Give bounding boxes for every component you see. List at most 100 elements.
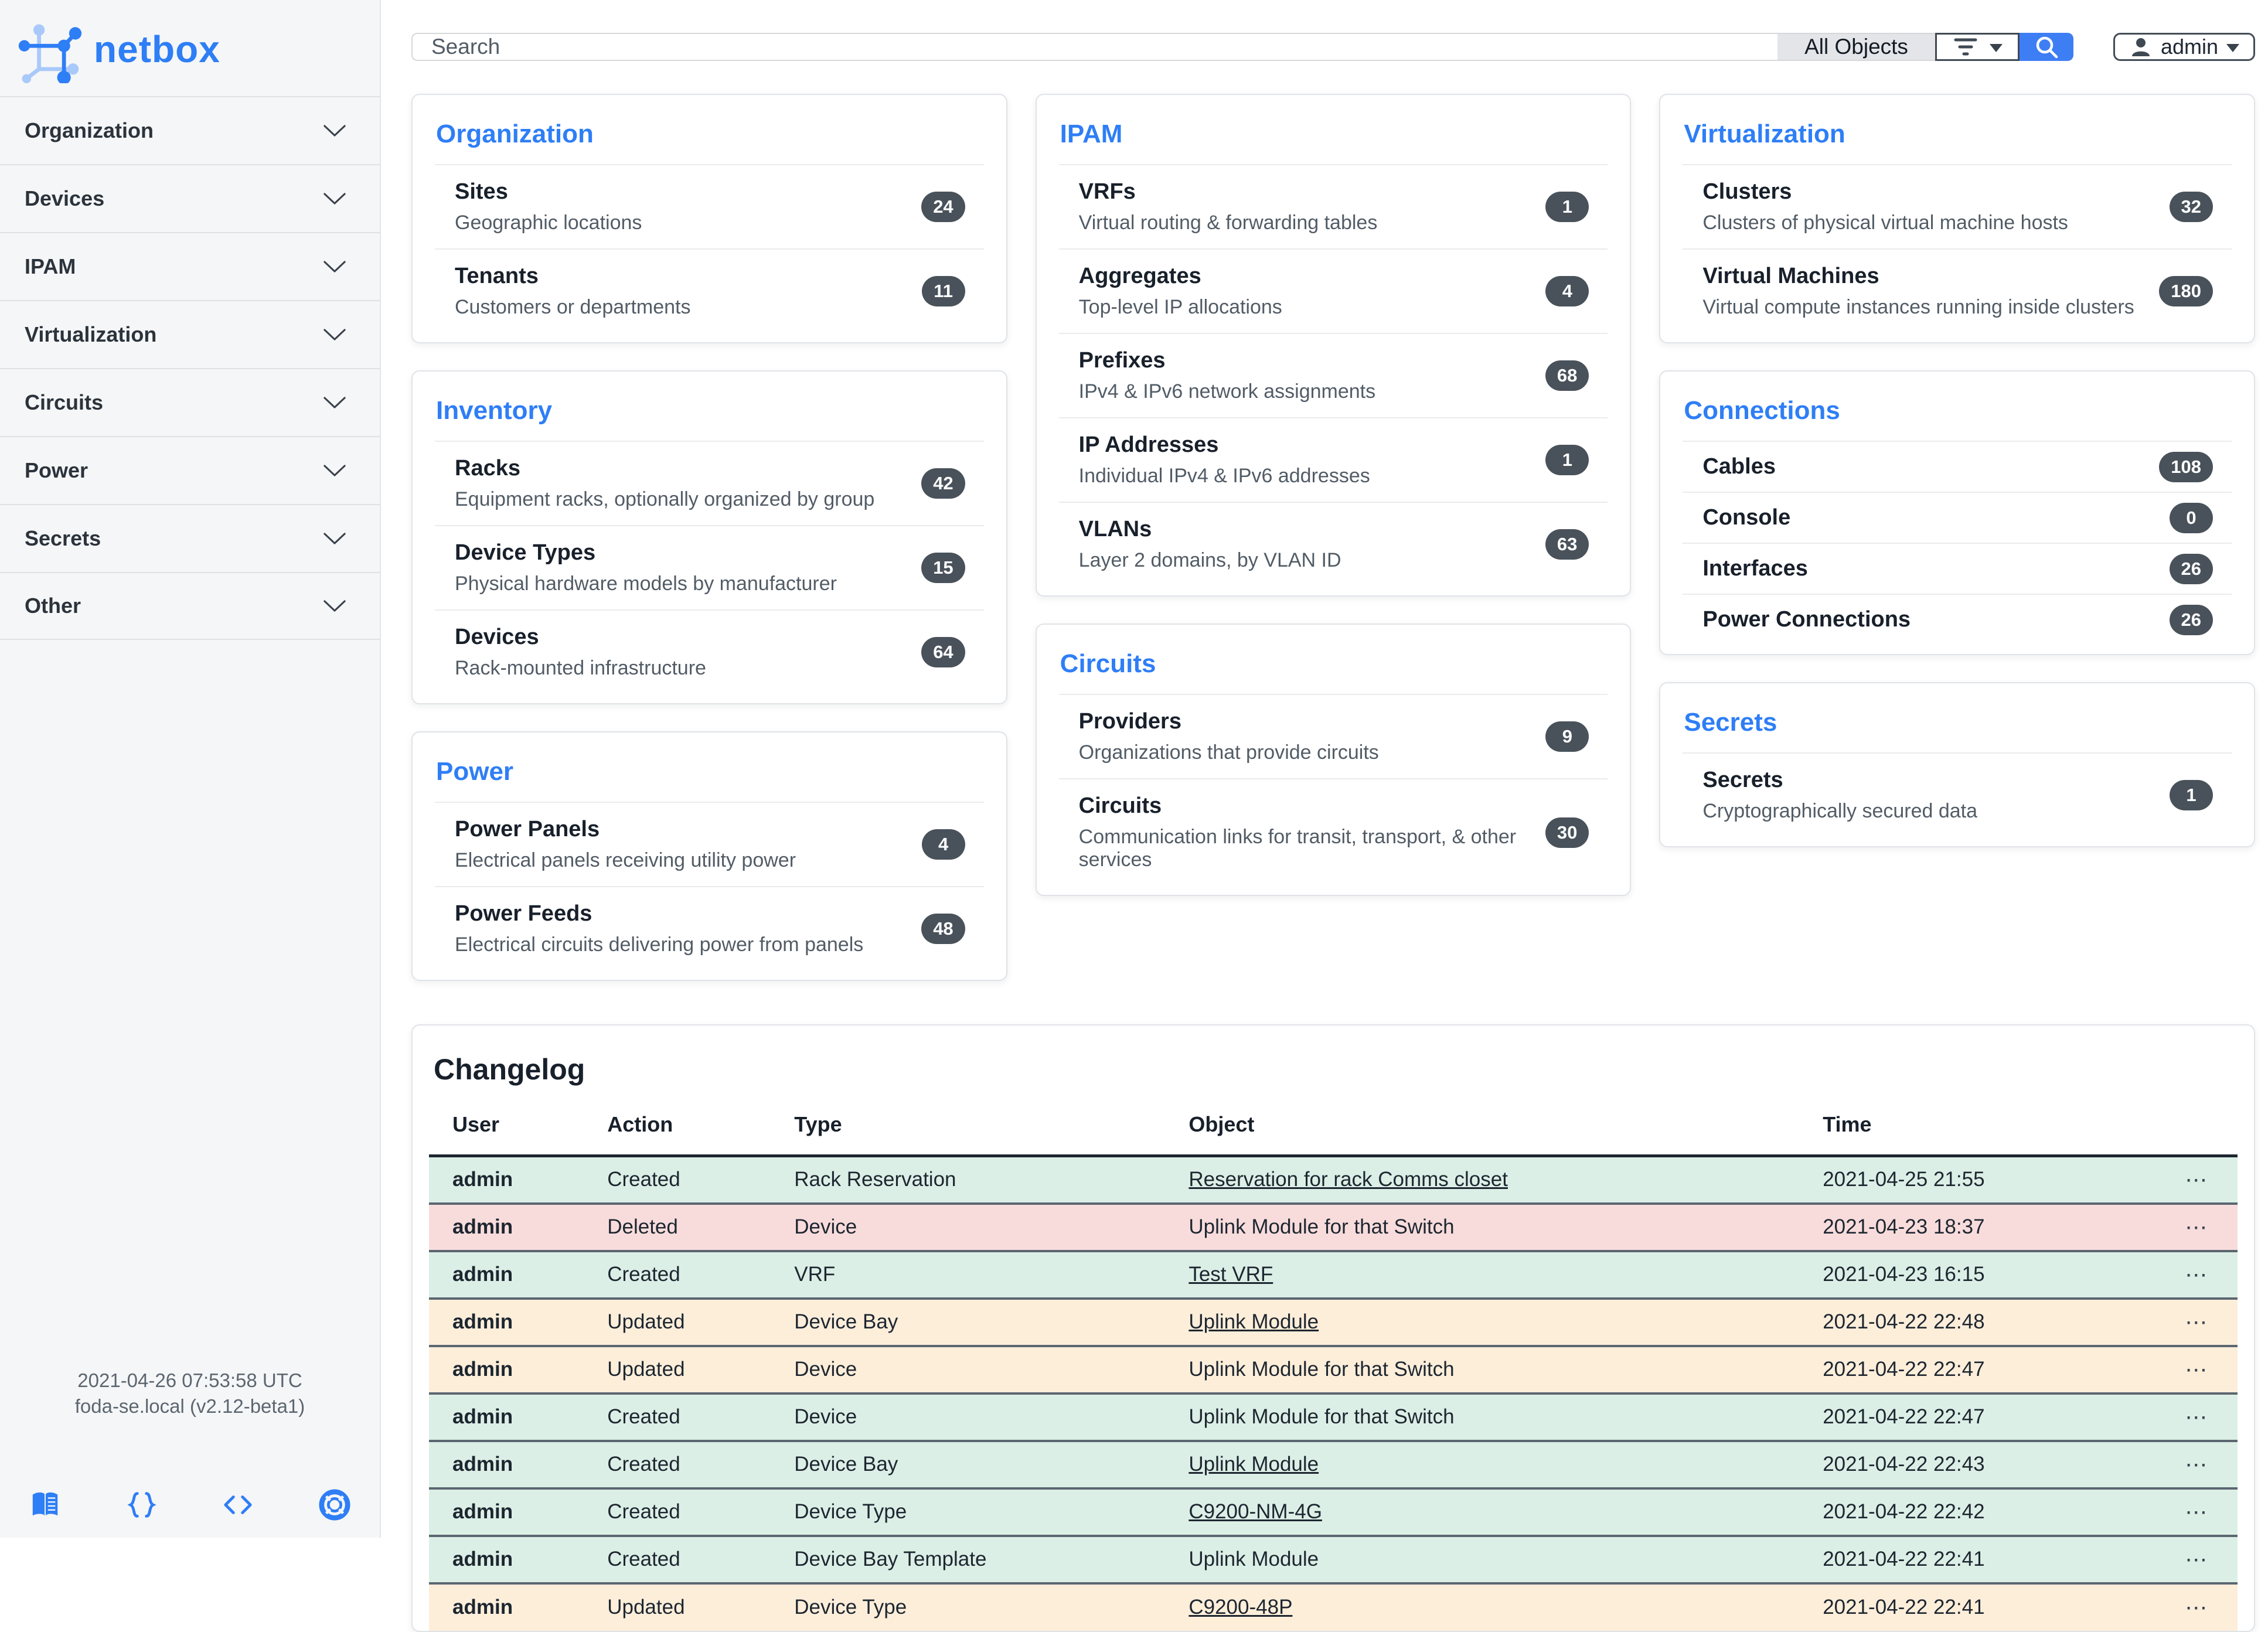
card-item[interactable]: Secrets Cryptographically secured data 1 [1683, 752, 2232, 837]
cell-action: Created [584, 1487, 771, 1536]
sidebar-item-ipam[interactable]: IPAM [0, 232, 380, 300]
item-link[interactable]: Console [1702, 505, 1791, 530]
cell-type: Device Bay Template [771, 1534, 1166, 1583]
item-link[interactable]: Secrets [1702, 768, 1783, 792]
item-link[interactable]: Interfaces [1702, 556, 1808, 581]
row-more-button[interactable]: ⋯ [2161, 1202, 2238, 1251]
card-item[interactable]: Devices Rack-mounted infrastructure 64 [435, 609, 984, 694]
card-item[interactable]: Power Connections 26 [1683, 594, 2232, 645]
object-link[interactable]: C9200-NM-4G [1189, 1500, 1322, 1523]
row-more-button[interactable]: ⋯ [2185, 1167, 2208, 1193]
caret-down-icon [1989, 44, 2003, 52]
card-item[interactable]: IP Addresses Individual IPv4 & IPv6 addr… [1058, 417, 1608, 502]
item-link[interactable]: Prefixes [1078, 348, 1166, 373]
item-link[interactable]: Devices [455, 625, 539, 649]
row-more-button[interactable]: ⋯ [2161, 1439, 2238, 1488]
card-item[interactable]: VRFs Virtual routing & forwarding tables… [1058, 164, 1608, 248]
card-item[interactable]: Aggregates Top-level IP allocations 4 [1058, 248, 1608, 333]
cell-action: Updated [584, 1297, 771, 1346]
card-item[interactable]: Clusters Clusters of physical virtual ma… [1683, 164, 2232, 248]
count-badge: 15 [921, 553, 965, 583]
search-button[interactable] [2019, 33, 2073, 61]
cell-action: Created [584, 1249, 771, 1299]
sidebar-item-secrets[interactable]: Secrets [0, 504, 380, 572]
item-link[interactable]: Virtual Machines [1702, 264, 1879, 288]
row-more-button[interactable]: ⋯ [2161, 1344, 2238, 1393]
item-link[interactable]: Cables [1702, 454, 1776, 479]
source-code-icon[interactable] [222, 1489, 254, 1524]
count-badge: 11 [921, 276, 965, 306]
card-item[interactable]: Power Feeds Electrical circuits deliveri… [435, 886, 984, 970]
column-header-object: Object [1165, 1112, 1800, 1157]
item-link[interactable]: Aggregates [1078, 264, 1201, 288]
item-link[interactable]: Device Types [455, 540, 596, 565]
cell-time: 2021-04-25 21:55 [1823, 1168, 1985, 1191]
item-description: Cryptographically secured data [1702, 800, 1978, 822]
card-item[interactable]: Device Types Physical hardware models by… [435, 525, 984, 609]
cell-type: Device [771, 1344, 1166, 1393]
item-link[interactable]: Tenants [455, 264, 539, 288]
card-item[interactable]: Racks Equipment racks, optionally organi… [435, 441, 984, 525]
row-more-button[interactable]: ⋯ [2161, 1487, 2238, 1536]
sidebar-item-label: Power [25, 458, 88, 482]
item-link[interactable]: VRFs [1078, 179, 1136, 204]
sidebar-item-other[interactable]: Other [0, 572, 380, 640]
netbox-logo[interactable]: netbox [0, 0, 380, 96]
footer-hostname: foda-se.local (v2.12-beta1) [74, 1395, 305, 1418]
object-link[interactable]: Test VRF [1189, 1263, 1273, 1286]
row-more-button[interactable]: ⋯ [2161, 1534, 2238, 1583]
card-item[interactable]: Tenants Customers or departments 11 [435, 248, 984, 333]
sidebar-menu: Organization Devices IPAM Virtualization… [0, 96, 380, 640]
item-link[interactable]: IP Addresses [1078, 432, 1219, 457]
search-scope-select[interactable]: All Objects [1777, 33, 1935, 61]
card-circuits: Circuits Providers Organizations that pr… [1035, 624, 1632, 896]
card-item[interactable]: Providers Organizations that provide cir… [1058, 694, 1608, 778]
help-lifering-icon[interactable] [319, 1489, 350, 1524]
row-more-button[interactable]: ⋯ [2161, 1582, 2238, 1631]
card-item[interactable]: Console 0 [1683, 492, 2232, 543]
item-link[interactable]: Power Panels [455, 817, 600, 841]
column-header-type: Type [771, 1112, 1166, 1157]
row-more-button[interactable]: ⋯ [2161, 1297, 2238, 1346]
card-item[interactable]: Virtual Machines Virtual compute instanc… [1683, 248, 2232, 333]
api-braces-icon[interactable] [126, 1489, 158, 1524]
item-link[interactable]: Power Feeds [455, 901, 592, 926]
card-item[interactable]: VLANs Layer 2 domains, by VLAN ID 63 [1058, 502, 1608, 586]
cell-time: 2021-04-22 22:42 [1799, 1487, 2162, 1536]
filter-button[interactable] [1935, 33, 2020, 61]
card-item[interactable]: Sites Geographic locations 24 [435, 164, 984, 248]
item-link[interactable]: Circuits [1078, 793, 1162, 818]
card-item[interactable]: Prefixes IPv4 & IPv6 network assignments… [1058, 333, 1608, 417]
docs-book-icon[interactable] [29, 1489, 61, 1524]
card-item[interactable]: Power Panels Electrical panels receiving… [435, 802, 984, 886]
changelog-row: admin Created Device Uplink Module for t… [429, 1392, 2238, 1441]
cell-action: Deleted [584, 1202, 771, 1251]
object-link[interactable]: Uplink Module [1189, 1453, 1319, 1476]
column-header-action: Action [584, 1112, 771, 1157]
card-item[interactable]: Circuits Communication links for transit… [1058, 778, 1608, 885]
row-more-button[interactable]: ⋯ [2161, 1249, 2238, 1299]
item-link[interactable]: Power Connections [1702, 607, 1911, 632]
user-menu-button[interactable]: admin [2113, 33, 2255, 61]
item-link[interactable]: Racks [455, 456, 520, 481]
object-link[interactable]: Uplink Module [1189, 1310, 1319, 1333]
object-link[interactable]: C9200-48P [1189, 1596, 1293, 1619]
cell-time: 2021-04-22 22:48 [1799, 1297, 2162, 1346]
card-item[interactable]: Cables 108 [1683, 441, 2232, 492]
card-power: Power Power Panels Electrical panels rec… [411, 731, 1007, 981]
item-link[interactable]: Clusters [1702, 179, 1792, 204]
item-link[interactable]: VLANs [1078, 517, 1152, 541]
cell-type: Device Bay [771, 1297, 1166, 1346]
card-item[interactable]: Interfaces 26 [1683, 543, 2232, 594]
search-input[interactable] [411, 33, 1778, 61]
item-link[interactable]: Sites [455, 179, 508, 204]
cell-time: 2021-04-22 22:41 [1799, 1582, 2162, 1631]
item-link[interactable]: Providers [1078, 709, 1181, 734]
object-link[interactable]: Reservation for rack Comms closet [1189, 1168, 1508, 1191]
sidebar-item-circuits[interactable]: Circuits [0, 368, 380, 436]
sidebar-item-power[interactable]: Power [0, 436, 380, 504]
sidebar-item-organization[interactable]: Organization [0, 96, 380, 164]
row-more-button[interactable]: ⋯ [2161, 1392, 2238, 1441]
sidebar-item-virtualization[interactable]: Virtualization [0, 300, 380, 368]
sidebar-item-devices[interactable]: Devices [0, 164, 380, 232]
